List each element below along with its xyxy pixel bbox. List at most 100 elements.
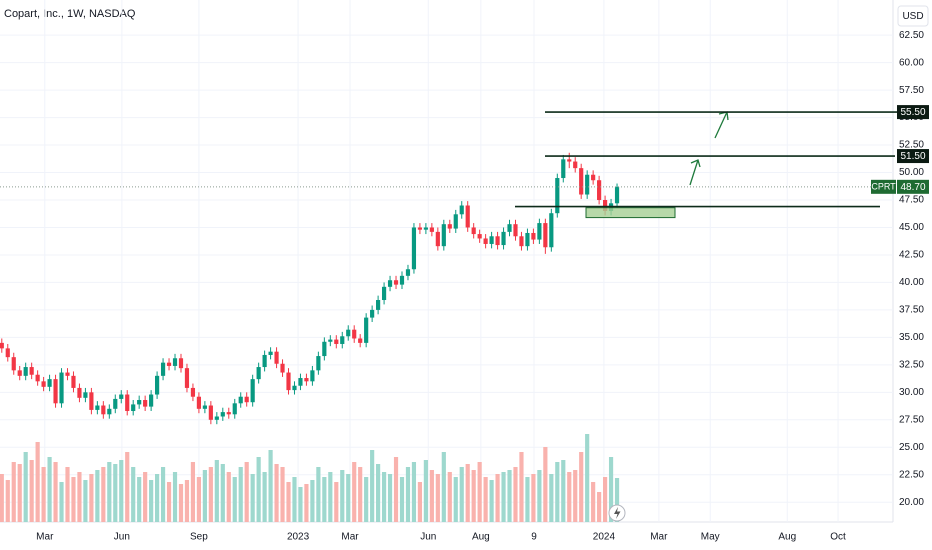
volume-bar: [370, 450, 375, 522]
volume-bar: [262, 472, 267, 522]
candle-body: [208, 405, 213, 420]
volume-bar: [417, 482, 423, 522]
candle-body: [29, 367, 34, 375]
volume-bar: [29, 460, 34, 522]
volume-bar: [232, 477, 237, 522]
candle-body: [507, 224, 512, 232]
volume-bar: [567, 472, 572, 522]
x-tick-label: 9: [531, 532, 537, 543]
volume-bar: [513, 467, 518, 522]
volume-bar: [602, 477, 608, 522]
candle-body: [334, 339, 339, 344]
volume-bar: [41, 467, 46, 522]
x-tick-label: Aug: [472, 532, 490, 543]
arrow: [689, 159, 701, 186]
x-tick-label: 2024: [593, 532, 616, 543]
volume-bar: [190, 462, 196, 522]
candle-body: [411, 227, 417, 270]
volume-bar: [196, 477, 201, 522]
candle-body: [483, 238, 488, 244]
candle-body: [160, 362, 166, 376]
volume-bar: [101, 467, 106, 522]
volume-bar: [95, 470, 100, 522]
volume-bar: [334, 482, 339, 522]
volume-bar: [429, 470, 434, 522]
candle-body: [47, 379, 52, 387]
candle-body: [125, 394, 130, 412]
volume-bar: [77, 472, 82, 522]
x-tick-label: Oct: [830, 532, 846, 543]
volume-bar: [501, 472, 506, 522]
volume-bar: [125, 452, 130, 522]
volume-bar: [0, 474, 4, 522]
x-tick-label: Mar: [36, 532, 54, 543]
volume-bar: [23, 452, 28, 522]
event-icon-bolt: [614, 507, 621, 519]
y-tick-label: 42.50: [899, 250, 924, 261]
volume-bar: [364, 477, 369, 522]
candle-body: [531, 232, 536, 240]
candle-body: [137, 400, 142, 405]
volume-bar: [489, 480, 494, 522]
level-label-box: [897, 105, 929, 120]
x-tick-label: Sep: [190, 532, 208, 543]
candle-body: [292, 385, 297, 391]
candle-body: [364, 317, 369, 343]
symbol-box: [871, 179, 896, 194]
volume-bar: [149, 480, 154, 522]
y-tick-label: 22.50: [899, 469, 924, 480]
y-tick-label: 30.00: [899, 387, 924, 398]
candle-body: [316, 356, 321, 371]
candle-body: [190, 387, 196, 397]
volume-bar: [447, 472, 452, 522]
volume-bar: [65, 467, 70, 522]
volume-bar: [143, 472, 148, 522]
candle-body: [555, 178, 560, 214]
candle-body: [214, 416, 219, 420]
volume-bar: [411, 462, 417, 522]
candle-body: [543, 223, 548, 248]
candle-body: [113, 398, 118, 409]
price-label: 48.70: [900, 182, 925, 193]
volume-bar: [214, 460, 219, 522]
volume-bar: [35, 442, 40, 522]
candle-body: [178, 358, 184, 369]
volume-bar: [178, 484, 184, 522]
y-tick-label: 50.00: [899, 167, 924, 178]
volume-bar: [268, 450, 273, 522]
volume-bar: [358, 467, 363, 522]
y-tick-label: 25.00: [899, 442, 924, 453]
volume-bar: [83, 480, 88, 522]
candle-body: [459, 205, 464, 215]
x-tick-label: Mar: [650, 532, 668, 543]
candle-body: [310, 370, 315, 382]
candle-body: [597, 180, 602, 201]
y-tick-label: 47.50: [899, 195, 924, 206]
volume-bar: [614, 478, 620, 522]
y-tick-label: 52.50: [899, 140, 924, 151]
volume-bar: [459, 467, 464, 522]
volume-bar: [543, 447, 548, 522]
volume-bar: [322, 477, 327, 522]
volume-bar: [483, 477, 488, 522]
volume-bar: [155, 474, 160, 522]
candle-body: [5, 348, 10, 358]
candle-body: [549, 213, 554, 248]
zone: [585, 207, 676, 219]
candle-body: [65, 372, 70, 376]
y-tick-label: 27.50: [899, 414, 924, 425]
volume-bar: [310, 480, 315, 522]
volume-bar: [256, 457, 261, 522]
candle-body: [95, 405, 100, 410]
candle-body: [155, 375, 160, 395]
candle-body: [435, 231, 440, 247]
currency-box: [897, 5, 929, 27]
candle-body: [567, 159, 572, 162]
volume-bar: [393, 457, 399, 522]
volume-bar: [71, 477, 76, 522]
level-label-box: [897, 149, 929, 164]
candle-body: [131, 404, 136, 412]
candle-body: [447, 224, 452, 229]
y-tick-label: 40.00: [899, 277, 924, 288]
candle-body: [602, 200, 608, 211]
